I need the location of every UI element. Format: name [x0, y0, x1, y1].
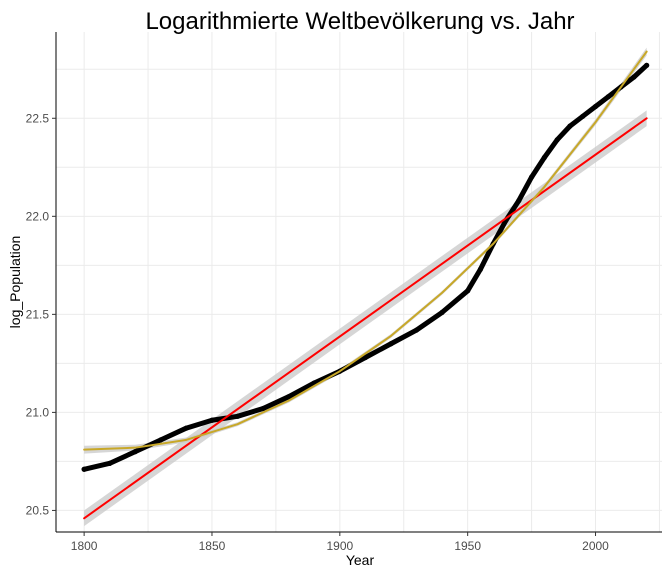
x-axis-title: Year [346, 552, 375, 568]
data-point [132, 449, 138, 455]
data-point [388, 341, 394, 347]
data-point [413, 327, 420, 333]
x-tick-label: 1800 [71, 539, 98, 553]
y-tick-label: 21.5 [26, 307, 50, 321]
data-point [541, 154, 547, 161]
data-point [644, 62, 650, 68]
series-line-0 [81, 62, 650, 472]
y-tick-label: 21.0 [26, 405, 50, 419]
data-point [107, 460, 113, 466]
data-point [528, 174, 535, 180]
data-point [554, 137, 560, 143]
data-point [158, 437, 164, 443]
x-tick-label: 1900 [326, 539, 353, 553]
data-point [605, 94, 611, 100]
grid [56, 32, 662, 532]
data-point [209, 417, 215, 423]
y-tick-label: 22.0 [26, 209, 50, 223]
series-layer [81, 50, 650, 520]
data-point [465, 288, 471, 294]
y-tick-label: 20.5 [26, 503, 50, 517]
x-tick-label: 2000 [582, 539, 609, 553]
data-point [362, 354, 368, 361]
data-point [439, 309, 445, 315]
x-tick-label: 1850 [199, 539, 226, 553]
x-ticks: 1800 1850 1900 1950 2000 [71, 532, 609, 553]
chart-title: Logarithmierte Weltbevölkerung vs. Jahr [145, 8, 574, 35]
y-ticks: 20.5 21.0 21.5 22.0 22.5 [26, 111, 56, 517]
fit-bands [84, 47, 647, 527]
y-tick-label: 22.5 [26, 111, 50, 125]
data-point [81, 466, 87, 472]
x-tick-label: 1950 [454, 539, 481, 553]
series-line-2 [83, 50, 648, 451]
y-axis-title: log_Population [7, 236, 23, 329]
data-point [516, 198, 522, 204]
data-point [234, 413, 241, 419]
data-point [567, 123, 573, 129]
series-line-1 [83, 117, 648, 520]
data-point [477, 266, 484, 272]
data-point [183, 425, 190, 431]
confidence-band-2 [84, 47, 647, 454]
data-point [260, 405, 266, 412]
data-point [592, 103, 599, 110]
data-point [631, 74, 637, 80]
data-point [286, 394, 292, 400]
data-point [580, 113, 586, 119]
